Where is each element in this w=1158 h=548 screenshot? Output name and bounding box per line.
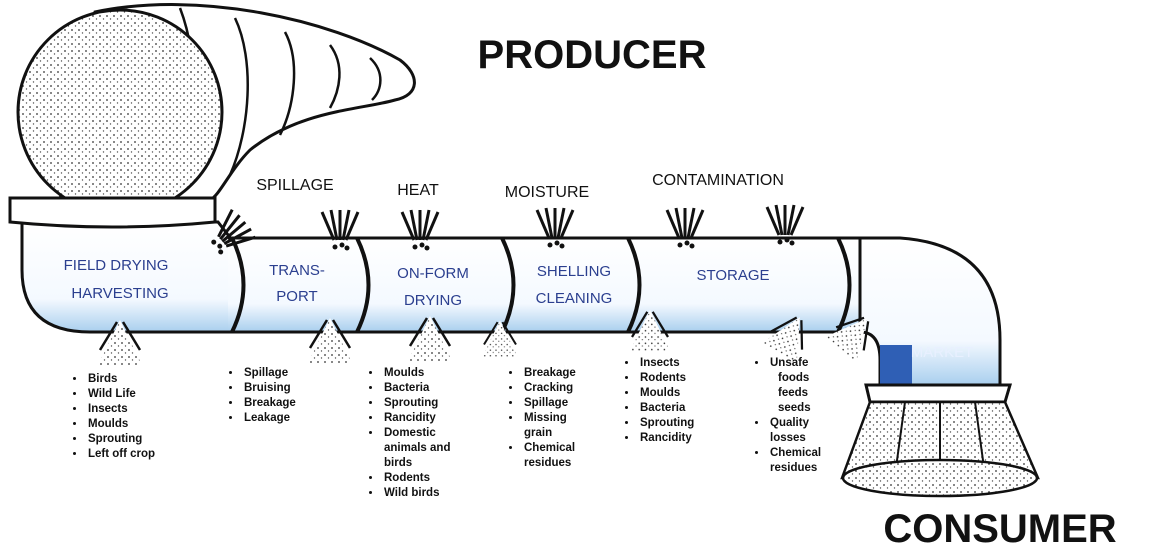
loss-item: Sprouting	[86, 432, 206, 447]
loss-item: Quality losses	[768, 416, 846, 446]
loss-subitem: foods	[768, 371, 846, 386]
loss-item: Missing grain	[522, 411, 597, 441]
loss-item: Wild birds	[382, 486, 462, 501]
diagram-page: PRODUCER CONSUMER SPILLAGE HEA	[0, 0, 1158, 548]
loss-item: Chemical residues	[522, 441, 597, 471]
pipe-elbow	[22, 222, 232, 332]
loss-list: MouldsBacteriaSproutingRancidityDomestic…	[366, 366, 462, 501]
stage-label: STORAGE	[696, 267, 769, 284]
factor-label: HEAT	[397, 182, 439, 199]
loss-item: Breakage	[522, 366, 597, 381]
loss-item: Sprouting	[382, 396, 462, 411]
loss-item: Unsafe	[768, 356, 846, 371]
market-outlet	[880, 345, 912, 385]
loss-item: Spillage	[522, 396, 597, 411]
pipe	[228, 238, 898, 332]
grain-mass	[18, 10, 222, 214]
factor-label: CONTAMINATION	[652, 172, 784, 189]
loss-item: Rancidity	[382, 411, 462, 426]
loss-item: Insects	[86, 402, 206, 417]
loss-item: Rancidity	[638, 431, 748, 446]
loss-subitem: feeds	[768, 386, 846, 401]
funnel-collar	[866, 385, 1010, 402]
consumer-label: CONSUMER	[883, 507, 1116, 548]
loss-list: BirdsWild LifeInsectsMouldsSproutingLeft…	[70, 372, 206, 462]
loss-item: Rodents	[638, 371, 748, 386]
loss-item: Moulds	[638, 386, 748, 401]
loss-item: Insects	[638, 356, 748, 371]
loss-item: Bacteria	[638, 401, 748, 416]
loss-item: Chemical residues	[768, 446, 846, 476]
market-label: MARKET	[911, 344, 974, 361]
loss-item: Moulds	[86, 417, 206, 432]
stage-label: CLEANING	[536, 290, 613, 307]
loss-list: InsectsRodentsMouldsBacteriaSproutingRan…	[622, 356, 748, 446]
loss-item: Cracking	[522, 381, 597, 396]
pipe-collar	[10, 198, 215, 227]
loss-item: Bruising	[242, 381, 352, 396]
producer-label: PRODUCER	[478, 33, 707, 77]
stage-label: DRYING	[404, 292, 462, 309]
loss-item: Birds	[86, 372, 206, 387]
loss-item: Rodents	[382, 471, 462, 486]
loss-subitem: seeds	[768, 401, 846, 416]
loss-item: Moulds	[382, 366, 462, 381]
loss-list: SpillageBruisingBreakageLeakage	[226, 366, 352, 426]
stage-label: ON-FORM	[397, 265, 469, 282]
loss-item: Spillage	[242, 366, 352, 381]
factor-label: SPILLAGE	[256, 177, 333, 194]
factor-label: MOISTURE	[505, 184, 589, 201]
loss-item: Domestic animals and birds	[382, 426, 462, 471]
loss-list: UnsafefoodsfeedsseedsQuality lossesChemi…	[752, 356, 846, 476]
loss-item: Leakage	[242, 411, 352, 426]
loss-item: Left off crop	[86, 447, 206, 462]
funnel-mouth	[843, 460, 1037, 496]
loss-item: Sprouting	[638, 416, 748, 431]
loss-list: BreakageCrackingSpillageMissing grainChe…	[506, 366, 597, 471]
loss-item: Breakage	[242, 396, 352, 411]
stage-label: TRANS-	[269, 262, 325, 279]
stage-label: SHELLING	[537, 263, 611, 280]
loss-item: Bacteria	[382, 381, 462, 396]
stage-label: FIELD DRYING	[64, 257, 169, 274]
stage-label: HARVESTING	[71, 285, 168, 302]
stage-label: PORT	[276, 288, 317, 305]
loss-item: Wild Life	[86, 387, 206, 402]
